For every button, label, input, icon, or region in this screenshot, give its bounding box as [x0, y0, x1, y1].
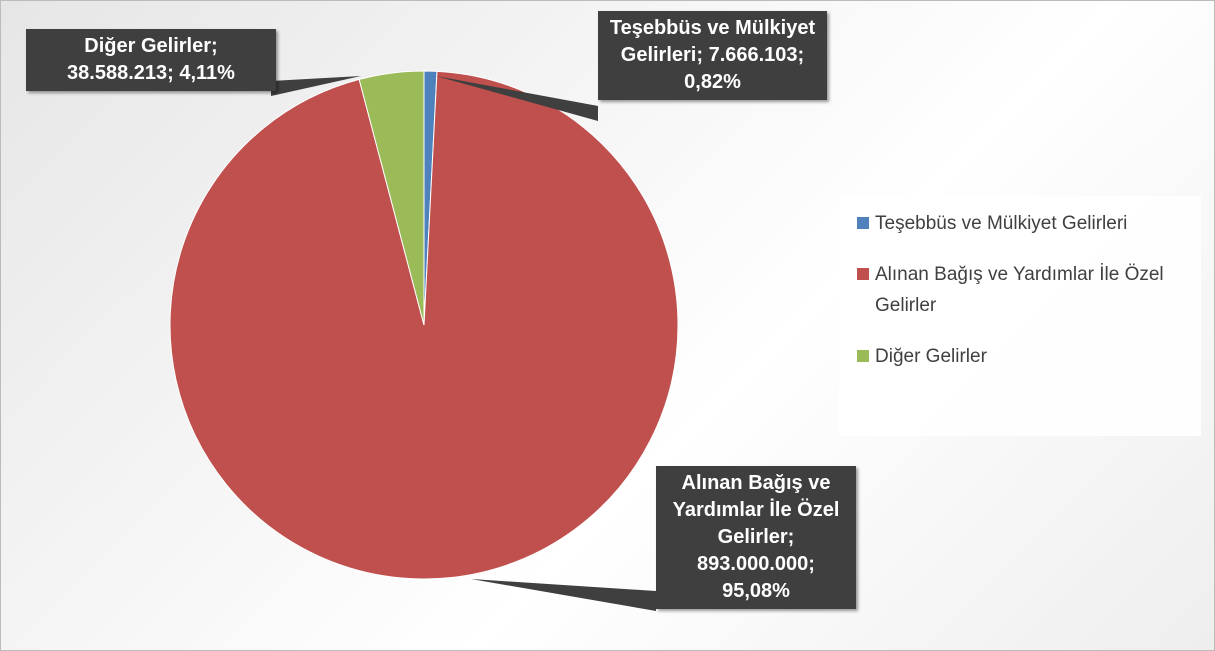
legend-label: Teşebbüs ve Mülkiyet Gelirleri [875, 213, 1128, 234]
legend-item: Alınan Bağış ve Yardımlar İle Özel Gelir… [853, 259, 1187, 321]
legend-swatch [857, 217, 869, 229]
pie-slice [169, 70, 679, 580]
legend-swatch [857, 350, 869, 362]
pie-slice [358, 70, 425, 326]
legend-item: Teşebbüs ve Mülkiyet Gelirleri [853, 208, 1187, 239]
leader-line [471, 579, 656, 611]
data-label: Alınan Bağış ve Yardımlar İle Özel Gelir… [656, 466, 856, 609]
leader-line [436, 76, 598, 121]
legend: Teşebbüs ve Mülkiyet Gelirleri Alınan Bağ… [839, 196, 1201, 436]
legend-label: Alınan Bağış ve Yardımlar İle Özel Gelir… [875, 264, 1164, 316]
slices [169, 70, 679, 580]
data-label: Teşebbüs ve Mülkiyet Gelirleri; 7.666.10… [598, 11, 827, 100]
legend-label: Diğer Gelirler [875, 346, 987, 367]
legend-swatch [857, 268, 869, 280]
data-label: Diğer Gelirler; 38.588.213; 4,11% [26, 29, 276, 91]
leader-line [271, 76, 361, 96]
legend-item: Diğer Gelirler [853, 341, 1187, 372]
